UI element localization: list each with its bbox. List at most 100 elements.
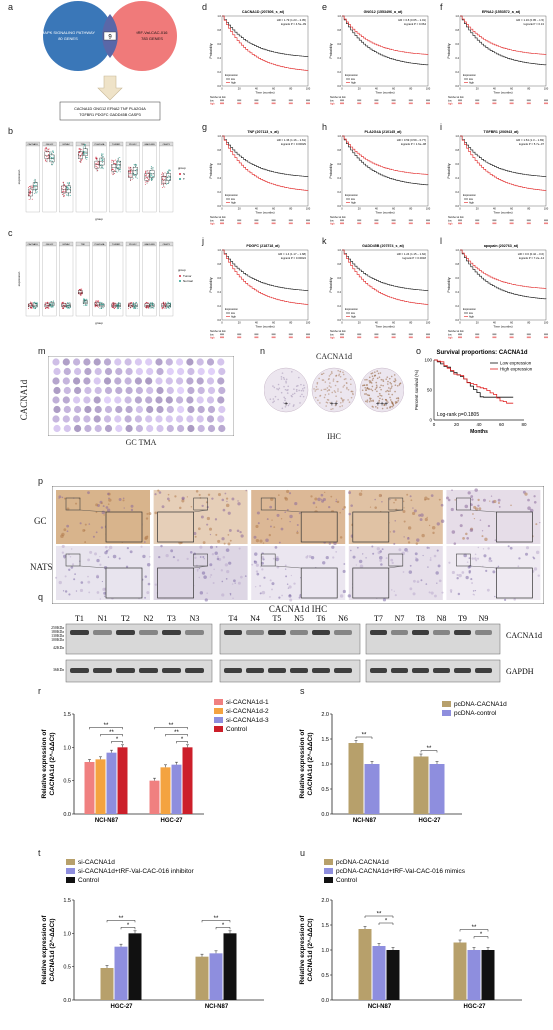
data-point (30, 307, 32, 309)
data-point (117, 168, 119, 170)
tissue-cell (174, 495, 177, 498)
stain-dot (302, 395, 305, 398)
tissue-cell (198, 567, 201, 570)
risk-count-mark (374, 99, 379, 102)
tissue-cell (497, 498, 501, 502)
tissue-cell (194, 535, 197, 538)
y-tick-label: 0.2 (337, 304, 341, 308)
tissue-cell (389, 498, 391, 501)
facet-panel (142, 145, 157, 213)
data-point (31, 186, 33, 188)
risk-row-label: low (330, 220, 334, 223)
data-point (78, 292, 80, 294)
stain-dot (388, 377, 391, 380)
tma-core (145, 415, 153, 423)
tissue-cell (440, 519, 445, 523)
tissue-cell (389, 531, 391, 533)
tissue-cell (471, 582, 474, 584)
data-point (68, 184, 70, 186)
stain-dot (368, 400, 371, 403)
data-point (129, 304, 131, 306)
tma-core (206, 358, 215, 366)
data-point (168, 175, 170, 177)
data-point (94, 306, 96, 308)
y-tick-label: 0.4 (217, 290, 221, 294)
tissue-cell (261, 555, 265, 559)
stain-dot (366, 387, 368, 390)
tissue-cell (217, 493, 222, 497)
stain-dot (287, 385, 290, 388)
data-point (61, 302, 63, 304)
data-point (168, 170, 170, 172)
data-point (134, 169, 136, 171)
tissue-cell (426, 546, 429, 549)
tissue-cell (324, 491, 326, 493)
tissue-cell (194, 556, 197, 560)
x-tick-label: 40 (255, 207, 258, 211)
tissue-cell (446, 496, 449, 500)
data-point (29, 189, 31, 191)
tissue-cell (96, 574, 99, 578)
tma-core (134, 358, 142, 366)
data-point (47, 301, 49, 303)
data-point (36, 301, 38, 303)
legend-label: si-CACNA1d+tRF-Val-CAC-016 inhibitor (78, 868, 194, 875)
data-point (83, 153, 84, 155)
tissue-cell (108, 498, 112, 502)
risk-count-mark (492, 99, 497, 102)
tma-core (93, 415, 101, 423)
tissue-cell (221, 580, 224, 583)
data-point (31, 302, 33, 304)
tissue-cell (148, 512, 152, 516)
tma-core (145, 377, 153, 385)
tissue-cell (63, 557, 66, 560)
risk-count-mark (509, 336, 514, 339)
tissue-cell (507, 545, 510, 548)
tma-core (125, 405, 133, 414)
stain-dot (284, 388, 287, 391)
stain-dot (288, 402, 291, 405)
tissue-cell (420, 513, 424, 517)
tissue-cell (95, 503, 99, 507)
data-point (86, 304, 88, 306)
tma-core (84, 367, 92, 376)
tissue-cell (539, 522, 541, 524)
tissue-cell (122, 497, 125, 500)
data-point (119, 308, 121, 310)
data-point (136, 169, 138, 171)
stain-dot (339, 401, 342, 404)
legend-swatch (214, 717, 223, 723)
y-tick-label: 0.8 (337, 262, 341, 266)
tissue-cell (410, 499, 413, 502)
risk-row-label: low (448, 100, 452, 103)
tissue-cell (427, 497, 430, 501)
bar (95, 759, 106, 814)
stain-dot (381, 398, 384, 401)
tissue-cell (222, 508, 226, 512)
data-point (61, 302, 63, 304)
facet-panel (75, 245, 90, 317)
data-point (33, 180, 35, 182)
stain-dot (396, 385, 399, 387)
data-point (150, 303, 152, 305)
tissue-cell (524, 492, 528, 496)
stain-dot (366, 378, 368, 381)
tissue-cell (95, 531, 98, 534)
tissue-cell (440, 503, 444, 507)
tissue-cell (225, 548, 230, 552)
tma-core (145, 396, 153, 404)
risk-count-mark (254, 219, 259, 222)
tissue-cell (288, 492, 292, 495)
tma-core (94, 424, 102, 433)
risk-count-mark (288, 333, 293, 336)
tissue-cell (350, 504, 353, 507)
tissue-cell (142, 554, 146, 559)
data-point (84, 153, 86, 155)
category-label: HGC-27 (110, 1004, 133, 1010)
stain-dot (339, 370, 342, 373)
data-point (116, 159, 118, 161)
data-point (132, 177, 134, 179)
data-point (45, 160, 47, 162)
data-point (30, 301, 32, 303)
